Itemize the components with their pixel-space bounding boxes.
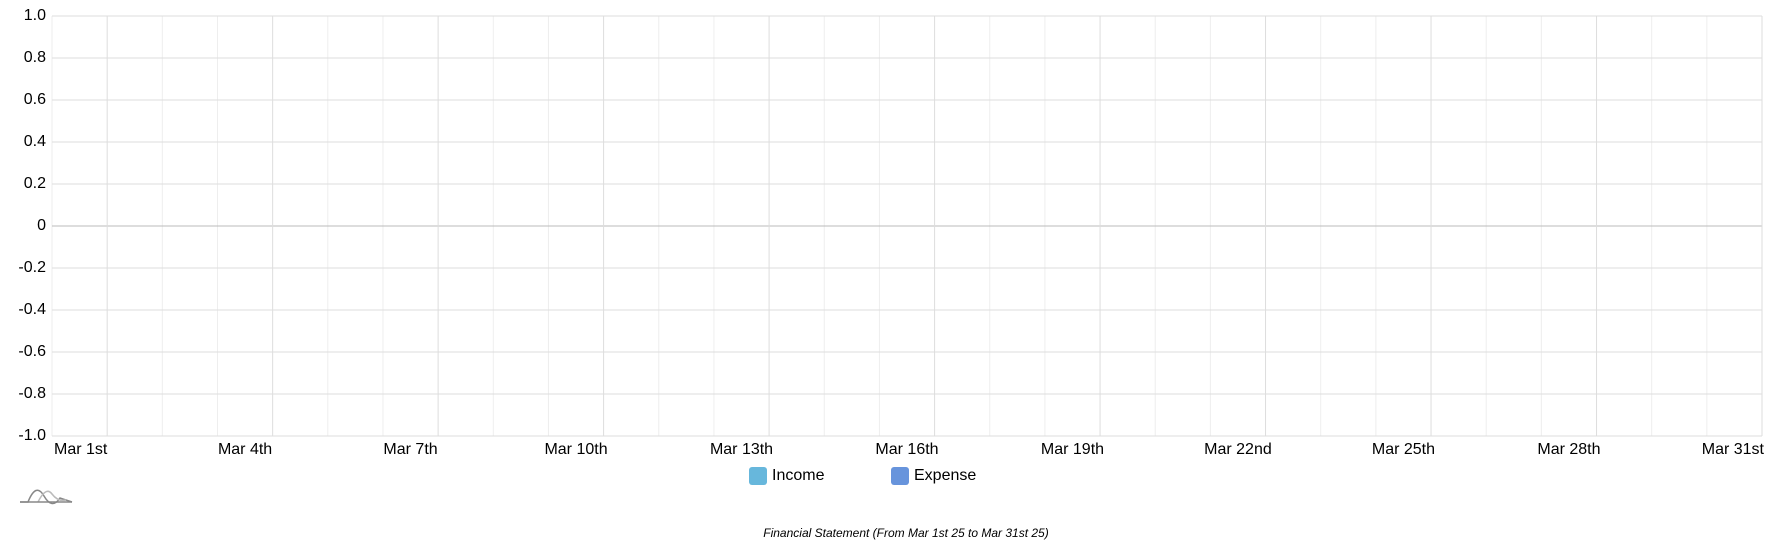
x-tick-label: Mar 31st (1702, 441, 1765, 458)
y-tick-label: -1.0 (18, 427, 46, 444)
y-tick-label: 0.8 (24, 49, 46, 66)
x-tick-label: Mar 1st (54, 441, 108, 458)
legend-label: Expense (914, 467, 976, 484)
x-tick-label: Mar 22nd (1204, 441, 1272, 458)
y-tick-label: 1.0 (24, 7, 46, 24)
y-tick-label: -0.8 (18, 385, 46, 402)
x-tick-label: Mar 28th (1537, 441, 1600, 458)
logo (20, 489, 73, 505)
x-tick-label: Mar 4th (218, 441, 272, 458)
y-tick-label: 0.6 (24, 91, 46, 108)
caption: Financial Statement (From Mar 1st 25 to … (763, 526, 1048, 540)
y-tick-label: 0.4 (24, 133, 46, 150)
y-tick-label: 0 (37, 217, 46, 234)
x-tick-label: Mar 16th (875, 441, 938, 458)
y-tick-label: -0.6 (18, 343, 46, 360)
legend-swatch (749, 467, 767, 485)
x-tick-label: Mar 25th (1372, 441, 1435, 458)
legend-label: Income (772, 467, 825, 484)
x-tick-label: Mar 7th (383, 441, 437, 458)
x-tick-label: Mar 13th (710, 441, 773, 458)
legend-swatch (891, 467, 909, 485)
x-tick-label: Mar 19th (1041, 441, 1104, 458)
y-tick-label: 0.2 (24, 175, 46, 192)
y-tick-label: -0.2 (18, 259, 46, 276)
x-tick-label: Mar 10th (544, 441, 607, 458)
y-tick-label: -0.4 (18, 301, 46, 318)
